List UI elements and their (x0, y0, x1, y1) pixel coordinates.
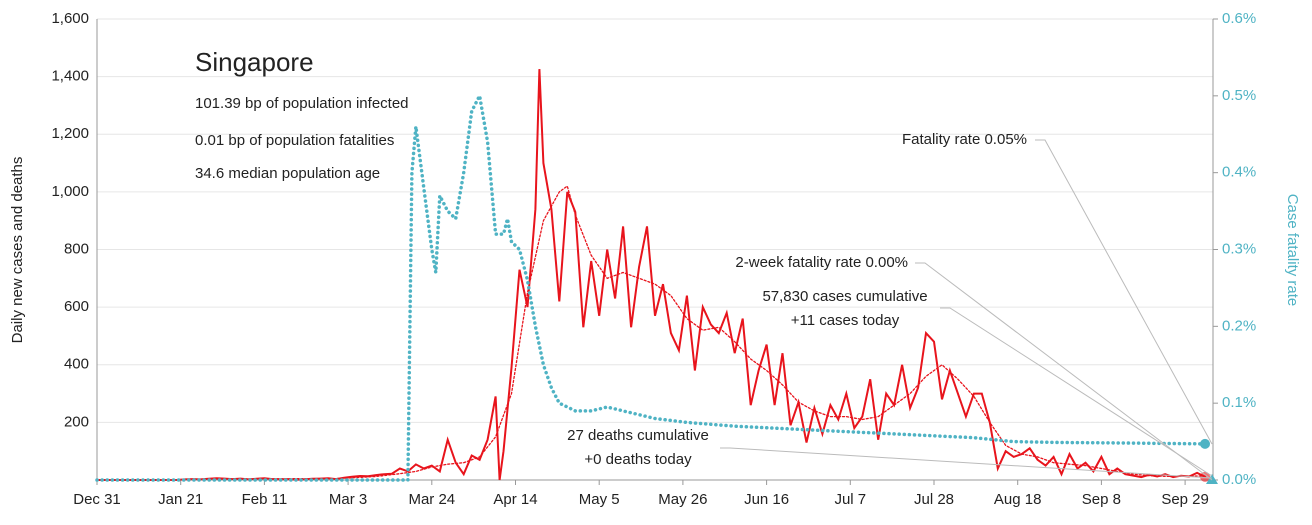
y2-tick-label: 0.4% (1222, 164, 1256, 181)
callout: 27 deaths cumulative (567, 427, 709, 444)
end-marker (1200, 438, 1211, 449)
chart-title: Singapore (195, 47, 314, 77)
x-tick-label: Jul 28 (914, 491, 954, 508)
x-tick-label: Mar 3 (329, 491, 367, 508)
y-tick-label: 1,600 (51, 10, 89, 27)
leader-line (1035, 139, 1213, 445)
annotation: 0.01 bp of population fatalities (195, 132, 394, 149)
y2-tick-label: 0.3% (1222, 240, 1256, 257)
end-marker (1200, 471, 1211, 482)
y-tick-label: 1,000 (51, 183, 89, 200)
callout: Fatality rate 0.05% (902, 131, 1027, 148)
y-tick-label: 800 (64, 240, 89, 257)
x-tick-label: Apr 14 (493, 491, 537, 508)
leader-line (940, 307, 1213, 477)
y2-tick-label: 0.6% (1222, 10, 1256, 27)
callout: 2-week fatality rate 0.00% (735, 254, 908, 271)
y-tick-label: 200 (64, 413, 89, 430)
x-tick-label: Jan 21 (158, 491, 203, 508)
y2-tick-label: 0.0% (1222, 471, 1256, 488)
callout: 57,830 cases cumulative (762, 288, 927, 305)
y2-axis-label: Case fatality rate (1284, 194, 1301, 307)
dotted-line (95, 90, 1207, 482)
x-tick-label: Dec 31 (73, 491, 121, 508)
y-tick-label: 600 (64, 298, 89, 315)
callouts: Fatality rate 0.05% 2-week fatality rate… (567, 131, 1213, 481)
x-tick-label: Sep 8 (1082, 491, 1121, 508)
x-tick-label: Jul 7 (834, 491, 866, 508)
y2-tick-label: 0.2% (1222, 317, 1256, 334)
y-axis-label: Daily new cases and deaths (9, 157, 26, 344)
callout: +11 cases today (791, 312, 900, 329)
annotation: 34.6 median population age (195, 165, 380, 182)
x-tick-label: Mar 24 (408, 491, 455, 508)
callout: +0 deaths today (584, 451, 692, 468)
x-tick-label: Jun 16 (744, 491, 789, 508)
annotation: 101.39 bp of population infected (195, 95, 409, 112)
leader-line (720, 447, 1213, 479)
end-marker-triangle (1206, 474, 1218, 484)
x-tick-label: May 26 (658, 491, 707, 508)
y-tick-label: 1,200 (51, 125, 89, 142)
y-tick-label: 1,400 (51, 68, 89, 85)
y2-tick-label: 0.1% (1222, 394, 1256, 411)
plot: 200 400 600 800 1,000 1,200 1,400 1,600 0.0% 0.1%… (51, 10, 1256, 508)
y2-tick-label: 0.5% (1222, 87, 1256, 104)
dotted-line (96, 185, 1206, 481)
x-tick-label: May 5 (579, 491, 620, 508)
x-tick-label: Feb 11 (242, 491, 288, 508)
x-tick-label: Sep 29 (1161, 491, 1209, 508)
y-tick-label: 400 (64, 356, 89, 373)
x-tick-label: Aug 18 (994, 491, 1042, 508)
leader-line (915, 262, 1213, 481)
